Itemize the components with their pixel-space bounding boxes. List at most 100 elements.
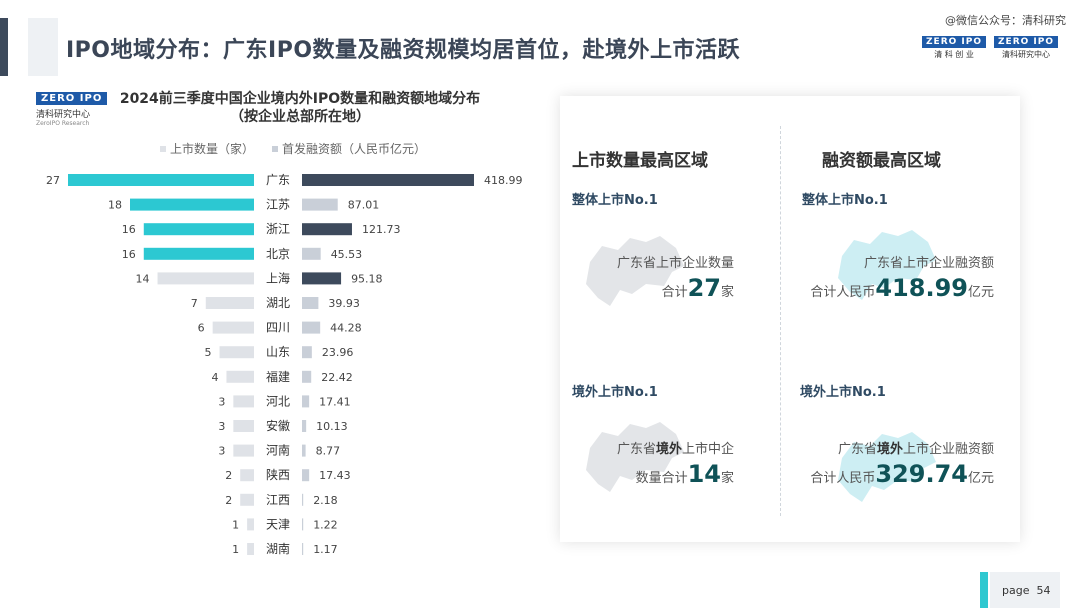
wechat-watermark: @微信公众号：清科研究: [945, 14, 1066, 27]
amount-data-label: 44.28: [330, 322, 362, 335]
card-subtitle: 境外上市No.1: [800, 385, 886, 400]
amount-data-label: 8.77: [316, 445, 341, 458]
logo-label: 清科研究中心: [1002, 50, 1050, 59]
count-bar: [219, 346, 254, 359]
category-label: 江苏: [266, 198, 290, 212]
count-bar: [233, 395, 254, 408]
amount-bar: [302, 370, 312, 383]
amount-data-label: 87.01: [348, 199, 380, 212]
category-label: 上海: [266, 270, 290, 285]
count-bar: [130, 198, 254, 211]
chart-source-logo: ZERO IPO 清科研究中心 ZeroIPO Research: [36, 86, 108, 127]
count-data-label: 14: [136, 272, 150, 285]
amount-bar: [302, 321, 321, 334]
count-data-label: 3: [218, 445, 225, 458]
card-line1-suffix: 上市中企: [681, 442, 734, 457]
count-data-label: 2: [225, 469, 232, 482]
brand-logos: ZERO IPO 清 科 创 业 ZERO IPO 清科研究中心: [922, 36, 1058, 60]
title-band: [28, 18, 58, 76]
card-line1-suffix: 上市企业融资额: [902, 442, 994, 457]
count-bar: [226, 370, 254, 383]
guangdong-map-icon: [586, 422, 684, 492]
chart-legend: 上市数量（家） 首发融资额（人民币亿元）: [160, 140, 426, 157]
category-label: 河北: [266, 394, 290, 408]
count-data-label: 16: [122, 248, 136, 261]
card-big-number: 27: [687, 274, 721, 302]
amount-data-label: 1.22: [313, 518, 338, 531]
page-number: 54: [1036, 584, 1051, 597]
chart-title-main: 2024前三季度中国企业境内外IPO数量和融资额地域分布: [119, 91, 481, 107]
card-line1: 广东省上市企业数量: [616, 256, 734, 271]
legend-label: 首发融资额（人民币亿元）: [282, 142, 427, 156]
panel-left-heading: 上市数量最高区域: [572, 151, 708, 171]
card-unit: 家: [720, 471, 734, 486]
legend-item-amount: 首发融资额（人民币亿元）: [272, 140, 426, 157]
amount-data-label: 45.53: [331, 248, 363, 261]
amount-data-label: 17.41: [319, 395, 351, 408]
amount-data-label: 22.42: [321, 371, 353, 384]
card-line2-prefix: 合计人民币: [810, 285, 876, 300]
count-bar: [205, 297, 254, 309]
count-bar: [143, 223, 254, 236]
card-line1: 广东省境外上市企业融资额: [838, 438, 994, 457]
count-bar: [247, 543, 254, 555]
card-line2-prefix: 合计人民币: [810, 471, 876, 486]
amount-bar: [302, 493, 304, 506]
guangdong-map-icon: [838, 432, 936, 502]
amount-bar: [302, 247, 321, 260]
count-data-label: 3: [218, 395, 225, 408]
amount-bar: [302, 543, 304, 555]
card-big-number: 418.99: [875, 274, 968, 302]
card-big-number: 14: [687, 460, 721, 488]
card-line2: 合计人民币329.74亿元: [810, 460, 994, 488]
card-line1-prefix: 广东省: [837, 442, 877, 457]
amount-data-label: 1.17: [313, 543, 338, 556]
logo-label: 清 科 创 业: [934, 50, 974, 59]
card-line1-prefix: 广东省: [616, 442, 656, 457]
category-label: 山东: [266, 345, 290, 359]
legend-item-count: 上市数量（家）: [160, 140, 254, 157]
category-label: 安徽: [266, 418, 290, 433]
card-line1: 广东省境外上市中企: [617, 438, 734, 457]
logo-label: 清科研究中心: [36, 110, 91, 120]
legend-swatch: [272, 145, 279, 152]
card-unit: 亿元: [967, 285, 994, 300]
logo-sublabel: ZeroIPO Research: [36, 120, 90, 127]
count-bar: [157, 272, 254, 285]
amount-data-label: 95.18: [351, 272, 383, 285]
amount-data-label: 23.96: [322, 346, 354, 359]
page-title: IPO地域分布：广东IPO数量及融资规模均居首位，赴境外上市活跃: [66, 38, 741, 63]
count-data-label: 5: [205, 346, 212, 359]
card-line1: 广东省上市企业融资额: [863, 256, 994, 271]
category-label: 浙江: [266, 222, 290, 236]
logo-badge: ZERO IPO: [994, 36, 1058, 48]
count-bar: [212, 321, 254, 334]
card-unit: 亿元: [967, 471, 994, 486]
count-bar: [143, 247, 254, 260]
highlight-panel: 上市数量最高区域 融资额最高区域 整体上市No.1 广东省上市企业数量 合计27…: [560, 96, 1020, 542]
amount-bar: [302, 420, 307, 432]
zero2ipo-research-logo: ZERO IPO 清科研究中心: [994, 36, 1058, 60]
panel-right-heading: 融资额最高区域: [822, 151, 941, 171]
amount-data-label: 17.43: [319, 469, 351, 482]
category-label: 湖北: [266, 295, 290, 310]
count-data-label: 4: [211, 371, 218, 384]
amount-bar: [302, 346, 312, 359]
amount-data-label: 2.18: [313, 494, 338, 507]
logo-badge: ZERO IPO: [922, 36, 987, 48]
amount-data-label: 39.93: [328, 297, 360, 310]
logo-badge: ZERO IPO: [36, 92, 108, 105]
card-line2-prefix: 数量合计: [635, 471, 688, 486]
amount-data-label: 418.99: [484, 174, 523, 187]
card-big-number: 329.74: [875, 460, 968, 488]
count-data-label: 6: [198, 322, 205, 335]
count-bar: [233, 420, 254, 432]
count-data-label: 18: [108, 199, 122, 212]
count-data-label: 1: [232, 543, 239, 556]
card-line2: 合计人民币418.99亿元: [810, 274, 994, 302]
panel-divider: [780, 126, 781, 516]
amount-bar: [302, 272, 342, 285]
category-label: 陕西: [266, 467, 290, 482]
category-label: 河南: [266, 443, 290, 458]
guangdong-map-icon: [838, 230, 936, 300]
